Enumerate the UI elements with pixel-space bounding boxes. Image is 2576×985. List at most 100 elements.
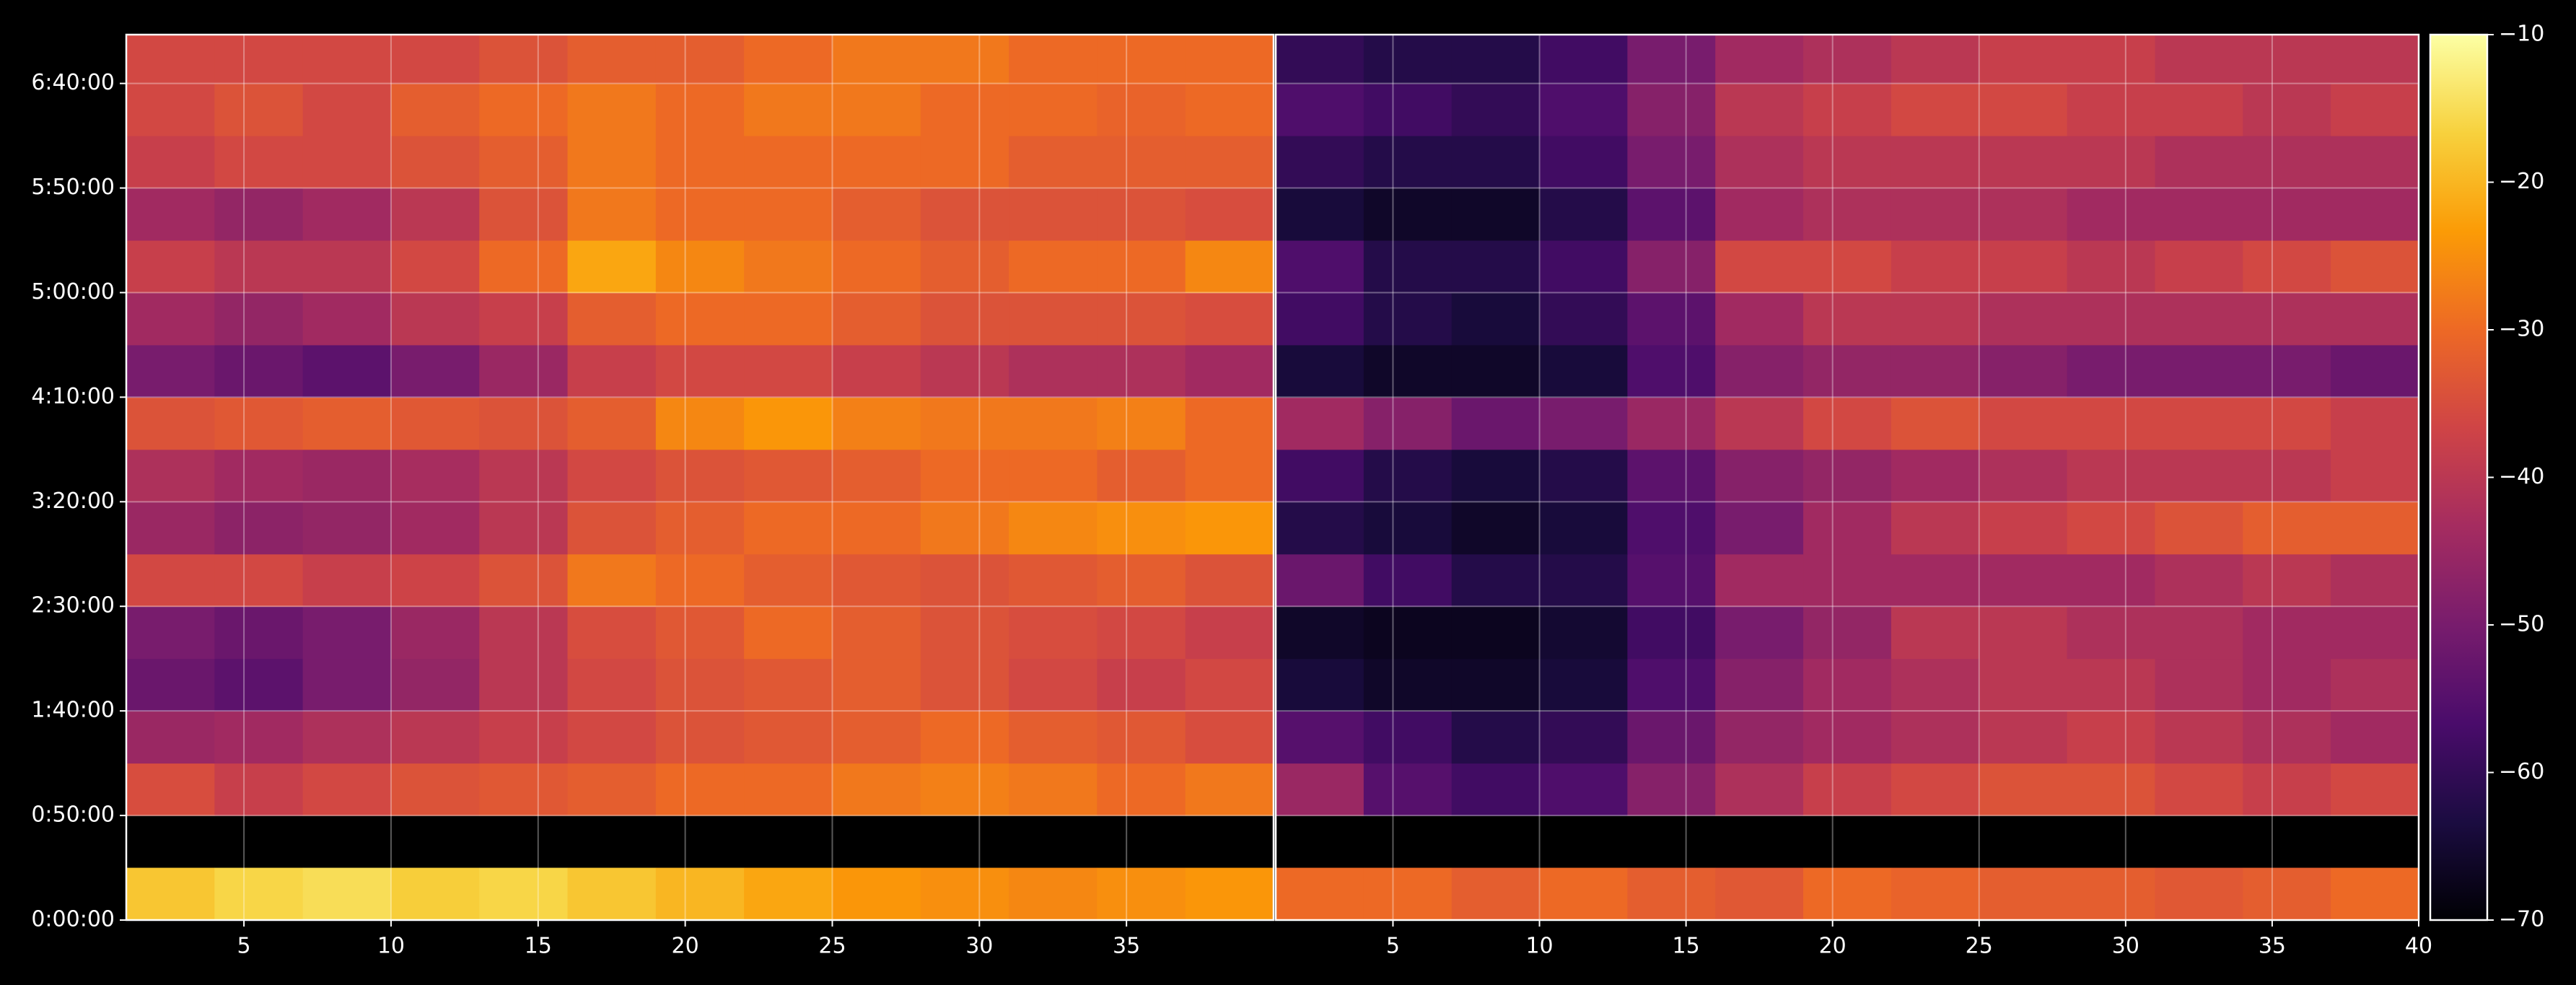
heat-cell [390, 136, 480, 189]
heat-cell [126, 553, 215, 607]
heat-cell [2067, 449, 2155, 502]
heat-cell [1451, 240, 1541, 293]
heat-cell [2243, 658, 2331, 712]
heat-cell [832, 606, 921, 660]
heat-cell [1891, 449, 1980, 502]
heat-cell [1979, 502, 2068, 555]
heat-cell [1451, 867, 1541, 921]
heat-cell [2067, 397, 2155, 450]
plot-frame [1274, 33, 2420, 921]
heat-cell [302, 35, 392, 84]
heat-cell [2067, 553, 2155, 607]
heat-cell [1009, 763, 1098, 816]
heat-cell [2331, 606, 2419, 660]
heat-cell [2243, 553, 2331, 607]
heat-cell [214, 502, 304, 555]
heat-cell [832, 502, 921, 555]
heat-cell [1803, 449, 1892, 502]
heat-cell [1185, 502, 1274, 555]
heat-cell [1009, 553, 1098, 607]
heat-cell [655, 397, 745, 450]
heat-cell [1539, 658, 1628, 712]
x-tick-label: 10 [1525, 934, 1553, 959]
heat-cell [390, 502, 480, 555]
heat-cell [302, 136, 392, 189]
heat-cell [1539, 344, 1628, 398]
heat-cell [1539, 240, 1628, 293]
heat-cell [214, 83, 304, 136]
heat-cell [126, 449, 215, 502]
heat-cell [1715, 711, 1804, 764]
heat-cell [1715, 502, 1804, 555]
heat-cell [1979, 136, 2068, 189]
heat-cell [1627, 763, 1716, 816]
x-tick-label: 40 [2405, 934, 2432, 959]
heat-cell [1097, 83, 1186, 136]
heat-cell [2331, 83, 2419, 136]
heat-cell [1009, 240, 1098, 293]
heat-cell [1539, 292, 1628, 346]
x-tick-label: 5 [237, 934, 251, 959]
heat-cell [1627, 553, 1716, 607]
heat-cell [214, 397, 304, 450]
heat-cell [1539, 867, 1628, 921]
y-tick-label: 5:50:00 [31, 175, 115, 200]
heat-cell [567, 606, 657, 660]
heat-cell [567, 867, 657, 921]
heat-cell [1185, 83, 1274, 136]
heat-cell [1363, 711, 1453, 764]
heat-cell [1185, 449, 1274, 502]
heat-cell [1451, 711, 1541, 764]
colorbar [2429, 33, 2489, 921]
heat-cell [1009, 606, 1098, 660]
heat-cell [655, 606, 745, 660]
heat-cell [1627, 83, 1716, 136]
heat-cell [1891, 553, 1980, 607]
x-tick-label: 30 [965, 934, 993, 959]
heat-cell [1715, 658, 1804, 712]
heat-cell [479, 292, 569, 346]
heat-cell [2155, 35, 2243, 84]
heat-cell [390, 867, 480, 921]
heat-cell [214, 188, 304, 241]
heat-cell [1009, 83, 1098, 136]
heat-cell [567, 502, 657, 555]
heat-cell [2331, 658, 2419, 712]
heat-cell [920, 344, 1009, 398]
heat-cell [1627, 711, 1716, 764]
heat-cell [744, 606, 833, 660]
colorbar-tick-label: −40 [2499, 464, 2544, 489]
heat-cell [2155, 292, 2243, 346]
heat-cell [2067, 711, 2155, 764]
heat-cell [832, 35, 921, 84]
heat-cell [920, 397, 1009, 450]
heat-cell [1627, 606, 1716, 660]
heat-cell [1097, 711, 1186, 764]
heat-cell [1803, 35, 1892, 84]
heat-cell [1715, 867, 1804, 921]
heat-cell [1891, 240, 1980, 293]
heat-cell [655, 553, 745, 607]
heat-cell [2067, 292, 2155, 346]
heat-cell [1979, 188, 2068, 241]
heat-cell [2155, 553, 2243, 607]
heat-cell [214, 292, 304, 346]
heat-cell [1276, 136, 1364, 189]
x-tick-label: 10 [377, 934, 405, 959]
heat-cell [832, 397, 921, 450]
heat-cell [655, 83, 745, 136]
colorbar-tick-label: −70 [2499, 907, 2544, 932]
heat-cell [1979, 553, 2068, 607]
heat-cell [214, 867, 304, 921]
heat-cell [1539, 502, 1628, 555]
heat-cell [832, 763, 921, 816]
heat-cell [655, 292, 745, 346]
heat-cell [1276, 292, 1364, 346]
heat-cell [126, 711, 215, 764]
heat-cell [2243, 35, 2331, 84]
heat-cell [214, 35, 304, 84]
heat-cell [744, 502, 833, 555]
heat-cell [1715, 292, 1804, 346]
heat-cell [302, 240, 392, 293]
heat-cell [567, 658, 657, 712]
